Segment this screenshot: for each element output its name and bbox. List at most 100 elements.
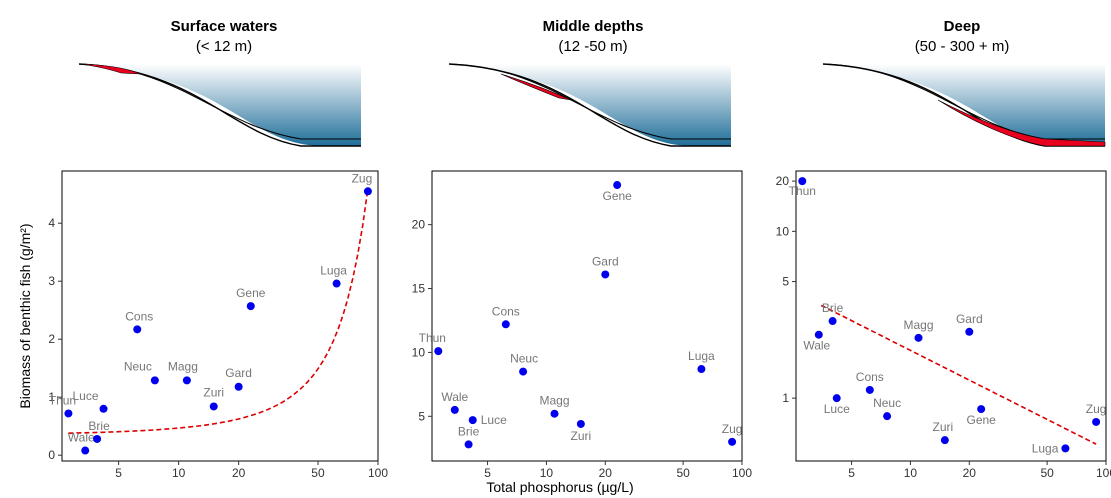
- x-tick-label: 100: [1096, 466, 1111, 480]
- point-label: Luga: [1032, 441, 1059, 455]
- x-tick-label: 10: [904, 466, 918, 480]
- point-label: Gene: [236, 286, 266, 300]
- water-body: [823, 64, 1105, 146]
- data-point: [150, 376, 159, 385]
- data-point: [519, 367, 528, 376]
- y-tick-label: 15: [412, 282, 426, 296]
- point-label: Zuri: [571, 429, 592, 443]
- data-point: [93, 434, 102, 443]
- data-point: [728, 437, 737, 446]
- point-label: Gene: [602, 189, 632, 203]
- y-tick-label: 5: [782, 275, 789, 289]
- plot-frame: [431, 170, 743, 462]
- data-point: [246, 302, 255, 311]
- point-label: Thun: [49, 393, 76, 407]
- lake-profile-diagram: [78, 63, 361, 147]
- panel-title: Deep: [944, 18, 981, 35]
- panel-subtitle: (12 -50 m): [558, 38, 627, 55]
- data-point: [883, 412, 892, 421]
- lake-profile-diagram: [448, 63, 731, 147]
- point-label: Wale: [441, 390, 468, 404]
- data-point: [940, 436, 949, 445]
- data-point: [613, 181, 622, 190]
- point-label: Gene: [966, 413, 996, 427]
- panel-deep: Deep (50 - 300 + m) 5102050100151020Thun…: [776, 18, 1111, 480]
- point-label: Magg: [903, 318, 933, 332]
- data-point: [798, 177, 807, 186]
- point-label: Cons: [856, 370, 884, 384]
- x-tick-label: 20: [963, 466, 977, 480]
- y-axis-label: Biomass of benthic fish (g/m²): [17, 223, 33, 408]
- point-label: Brie: [822, 301, 844, 315]
- point-label: Brie: [458, 424, 480, 438]
- panel-middle: Middle depths (12 -50 m) 5 10 20 50 100 5 10 15…: [412, 18, 753, 480]
- data-point: [450, 405, 459, 414]
- data-point: [814, 330, 823, 339]
- data-point: [363, 187, 372, 196]
- point-label: Luce: [481, 413, 507, 427]
- data-point: [468, 416, 477, 425]
- panel-title: Middle depths: [543, 18, 644, 35]
- point-label: Wale: [68, 431, 95, 445]
- y-tick-label: 1: [782, 391, 789, 405]
- y-tick-label: 5: [418, 409, 425, 423]
- x-tick-label: 100: [732, 466, 752, 480]
- data-point: [914, 333, 923, 342]
- point-label: Wale: [803, 339, 830, 353]
- x-tick-label: 50: [676, 466, 690, 480]
- fit-line: [820, 304, 1097, 445]
- data-point: [464, 440, 473, 449]
- data-point: [501, 320, 510, 329]
- data-point: [965, 327, 974, 336]
- point-label: Cons: [125, 309, 153, 323]
- point-label: Luga: [688, 349, 715, 363]
- plot-frame: [61, 170, 379, 462]
- point-label: Zug: [1086, 402, 1107, 416]
- point-label: Luce: [824, 402, 850, 416]
- x-tick-label: 50: [1040, 466, 1054, 480]
- y-tick-label: 0: [48, 448, 55, 462]
- plot-frame: [795, 170, 1107, 462]
- scatter-plot: 5102050100151020ThunWaleBrieLuceConsNeuc…: [776, 174, 1111, 480]
- y-tick-label: 2: [48, 332, 55, 346]
- x-tick-label: 10: [540, 466, 554, 480]
- depth-zone-highlight: [500, 73, 572, 101]
- data-point: [832, 394, 841, 403]
- water-body: [449, 64, 731, 146]
- point-label: Gard: [225, 366, 252, 380]
- data-point: [99, 404, 108, 413]
- data-point: [234, 382, 243, 391]
- sediment-line: [448, 63, 731, 140]
- panel-subtitle: (50 - 300 + m): [915, 38, 1010, 55]
- point-label: Thun: [419, 331, 446, 345]
- x-tick-label: 100: [368, 466, 388, 480]
- point-label: Zuri: [203, 385, 224, 399]
- x-tick-label: 20: [599, 466, 613, 480]
- point-label: Zug: [722, 422, 743, 436]
- data-point: [697, 365, 706, 374]
- data-point: [576, 419, 585, 428]
- data-point: [550, 409, 559, 418]
- point-label: Neuc: [510, 352, 538, 366]
- lake-profile-diagram: [822, 63, 1106, 147]
- y-tick-label: 20: [776, 174, 790, 188]
- point-label: Neuc: [124, 359, 152, 373]
- point-label: Zuri: [933, 420, 954, 434]
- y-tick-label: 4: [48, 216, 55, 230]
- y-tick-label: 10: [412, 345, 426, 359]
- point-label: Gard: [956, 312, 983, 326]
- depth-zone-highlight: [80, 63, 142, 75]
- point-label: Neuc: [873, 396, 901, 410]
- point-label: Brie: [88, 419, 110, 433]
- point-label: Luce: [72, 389, 98, 403]
- y-tick-label: 10: [776, 224, 790, 238]
- point-label: Thun: [789, 184, 816, 198]
- point-label: Magg: [168, 359, 198, 373]
- point-label: Cons: [492, 304, 520, 318]
- panel-subtitle: (< 12 m): [196, 38, 252, 55]
- fit-line: [68, 188, 369, 434]
- data-point: [865, 385, 874, 394]
